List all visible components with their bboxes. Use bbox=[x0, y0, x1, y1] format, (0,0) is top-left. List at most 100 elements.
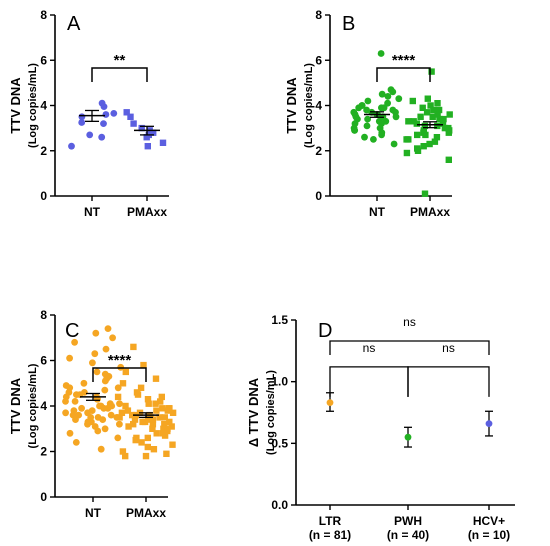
significance-label: **** bbox=[392, 52, 416, 69]
data-point bbox=[66, 429, 74, 437]
data-point bbox=[435, 106, 443, 114]
y-tick-label: 0 bbox=[40, 490, 47, 504]
data-point bbox=[445, 129, 452, 136]
data-point bbox=[118, 409, 126, 416]
panel-letter: D bbox=[318, 320, 332, 342]
x-tick-label: HCV+ bbox=[473, 514, 505, 528]
data-point bbox=[164, 407, 171, 414]
panel-c: 0 2 4 6 8 NT PMAxx TTV DNA (Log copies/mL) C **** bbox=[8, 308, 177, 520]
significance-label: ** bbox=[114, 52, 126, 69]
data-point bbox=[122, 452, 129, 460]
y-tick-label: 6 bbox=[40, 53, 47, 67]
data-point bbox=[139, 418, 146, 426]
y-axis-subtitle: (Log copies/mL) bbox=[27, 363, 39, 448]
data-point bbox=[164, 425, 171, 432]
y-tick-label: 2 bbox=[315, 144, 322, 158]
data-point bbox=[94, 427, 102, 435]
data-point bbox=[129, 411, 136, 419]
data-point bbox=[441, 124, 449, 132]
data-point bbox=[109, 334, 116, 342]
data-point bbox=[89, 359, 96, 367]
data-point bbox=[69, 411, 77, 419]
x-tick-label: PMAxx bbox=[127, 205, 167, 219]
data-point bbox=[430, 106, 437, 114]
y-tick-label: 8 bbox=[40, 8, 47, 22]
panel-letter: A bbox=[67, 13, 81, 35]
data-point bbox=[144, 396, 152, 403]
y-tick-label: 4 bbox=[40, 99, 47, 113]
data-point bbox=[378, 131, 385, 139]
data-point bbox=[421, 122, 429, 130]
data-point bbox=[149, 416, 157, 423]
data-point bbox=[116, 420, 123, 428]
data-point bbox=[107, 411, 115, 419]
data-point bbox=[125, 423, 132, 430]
data-point bbox=[384, 93, 392, 100]
data-point bbox=[101, 386, 109, 394]
data-point bbox=[142, 452, 150, 460]
data-point bbox=[355, 104, 363, 112]
data-point bbox=[130, 343, 137, 351]
data-point bbox=[122, 402, 129, 410]
data-point bbox=[413, 120, 420, 127]
x-tick-label: PWH bbox=[394, 514, 422, 528]
data-point bbox=[431, 138, 439, 145]
data-point bbox=[92, 329, 100, 337]
y-tick-label: 1.0 bbox=[271, 375, 288, 389]
y-tick-label: 0 bbox=[315, 189, 322, 203]
data-point bbox=[168, 423, 175, 430]
data-point bbox=[127, 113, 134, 120]
data-point bbox=[150, 129, 157, 136]
data-point bbox=[161, 414, 168, 421]
data-point bbox=[71, 398, 79, 405]
data-point bbox=[440, 115, 447, 123]
data-point bbox=[93, 368, 101, 376]
data-point bbox=[124, 407, 132, 414]
significance-bracket bbox=[329, 340, 490, 355]
data-point bbox=[485, 420, 493, 427]
data-point bbox=[434, 122, 441, 130]
data-point bbox=[101, 425, 109, 433]
significance-bracket bbox=[329, 366, 409, 397]
data-point bbox=[414, 147, 422, 154]
data-point bbox=[389, 88, 397, 96]
x-tick-label: PMAxx bbox=[126, 506, 166, 520]
data-point bbox=[91, 350, 99, 358]
data-point bbox=[149, 425, 156, 432]
data-point bbox=[163, 450, 170, 457]
data-point bbox=[428, 68, 435, 75]
data-point bbox=[424, 95, 431, 102]
y-tick-label: 1.5 bbox=[271, 313, 288, 327]
data-point bbox=[405, 118, 412, 125]
data-point bbox=[114, 434, 122, 442]
data-point bbox=[94, 414, 102, 421]
data-point bbox=[156, 414, 163, 421]
data-point bbox=[364, 115, 371, 123]
data-point bbox=[429, 113, 436, 120]
data-point bbox=[72, 439, 80, 446]
data-point bbox=[101, 377, 109, 385]
data-point bbox=[363, 106, 370, 114]
data-point bbox=[390, 140, 398, 148]
data-point bbox=[361, 133, 368, 141]
data-point bbox=[414, 131, 421, 139]
data-point bbox=[434, 100, 441, 107]
y-tick-label: 6 bbox=[315, 53, 322, 67]
x-tick-sublabel: (n = 40) bbox=[387, 528, 429, 542]
data-point bbox=[138, 439, 145, 446]
data-point bbox=[104, 325, 112, 332]
y-tick-label: 0.5 bbox=[271, 436, 288, 450]
data-point bbox=[150, 446, 158, 453]
data-point bbox=[169, 409, 177, 416]
data-point bbox=[403, 149, 411, 157]
data-point bbox=[153, 430, 160, 437]
x-tick-label: LTR bbox=[319, 514, 342, 528]
data-point bbox=[363, 122, 371, 130]
data-point bbox=[137, 384, 145, 391]
data-point bbox=[145, 416, 152, 423]
data-point bbox=[420, 143, 427, 150]
data-point bbox=[161, 421, 168, 428]
y-axis-title: Δ TTV DNA bbox=[246, 377, 261, 447]
data-point bbox=[144, 443, 151, 451]
